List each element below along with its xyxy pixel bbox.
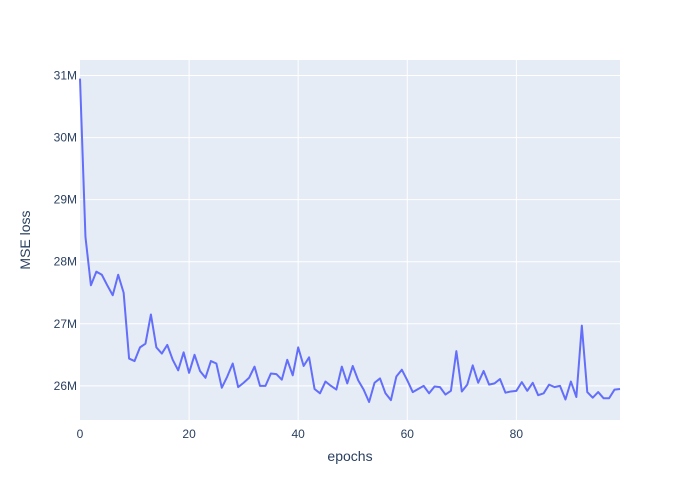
grid	[80, 60, 620, 420]
y-axis-title: MSE loss	[17, 210, 33, 269]
x-tick-label: 40	[292, 427, 306, 441]
x-tick-label: 80	[510, 427, 524, 441]
y-axis-ticks: 26M 27M 28M 29M 30M 31M	[54, 69, 77, 393]
x-axis-ticks: 0 20 40 60 80	[77, 427, 524, 441]
y-tick-label: 28M	[54, 255, 77, 269]
x-tick-label: 0	[77, 427, 84, 441]
y-tick-label: 26M	[54, 379, 77, 393]
y-tick-label: 27M	[54, 317, 77, 331]
x-tick-label: 60	[401, 427, 415, 441]
plot-area	[80, 60, 620, 420]
x-axis-title: epochs	[327, 448, 372, 464]
y-tick-label: 30M	[54, 131, 77, 145]
series-line	[79, 78, 621, 403]
y-tick-label: 31M	[54, 69, 77, 83]
y-tick-label: 29M	[54, 193, 77, 207]
series-layer	[79, 78, 621, 403]
x-tick-label: 20	[182, 427, 196, 441]
